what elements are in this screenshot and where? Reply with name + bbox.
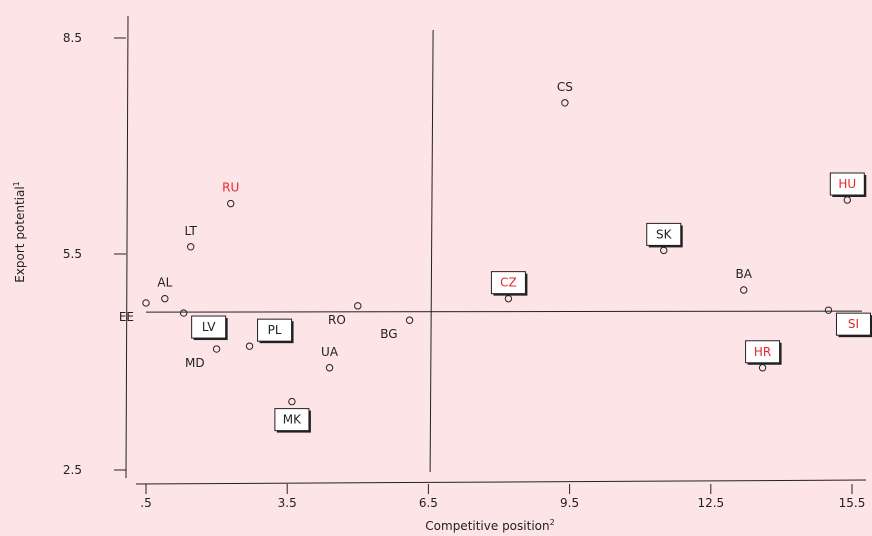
x-tick-label: 3.5 — [278, 496, 297, 510]
point-label-lt: LT — [185, 224, 198, 238]
y-tick-label: 2.5 — [63, 463, 82, 477]
point-marker-ru — [227, 199, 235, 208]
x-axis-title-superscript: 2 — [550, 518, 555, 527]
point-label-mk: MK — [283, 413, 302, 427]
point-marker-md — [212, 345, 221, 353]
point-marker-pl — [245, 342, 254, 350]
y-axis-title: Export potential1 — [12, 181, 27, 283]
x-tick-label: .5 — [140, 496, 151, 510]
axes: 2.5 5.5 8.5 .5 3.5 6.5 9.5 12.5 15.5 — [63, 15, 867, 510]
point-label-al: AL — [157, 276, 172, 290]
x-tick-label: 6.5 — [419, 496, 438, 510]
point-label-si: SI — [848, 317, 859, 331]
y-axis-line — [125, 15, 129, 479]
x-tick-label: 15.5 — [839, 496, 866, 510]
point-label-sk: SK — [656, 227, 673, 241]
label-box — [490, 271, 526, 295]
y-tick-label: 5.5 — [63, 247, 82, 261]
x-axis-title: Competitive position2 — [425, 518, 554, 533]
data-points: CS HU SK RU LT AL EE LV MD PL RO BG UA MK CZ BA SI HR — [119, 80, 872, 433]
point-label-ua: UA — [321, 345, 339, 359]
x-axis-line — [135, 479, 867, 485]
x-tick-label: 12.5 — [697, 496, 724, 510]
point-marker-lv — [179, 309, 188, 317]
label-box — [745, 340, 781, 364]
point-label-ee: EE — [119, 310, 134, 324]
reference-lines — [145, 29, 863, 473]
point-marker-cs — [561, 99, 569, 107]
point-label-hr: HR — [754, 345, 771, 359]
label-box — [191, 315, 227, 339]
point-marker-sk — [660, 246, 668, 255]
point-marker-hu — [843, 196, 851, 204]
label-box — [274, 408, 310, 432]
point-marker-al — [161, 294, 169, 303]
point-label-md: MD — [185, 356, 205, 370]
point-marker-bg — [405, 316, 414, 324]
point-marker-cz — [504, 294, 513, 303]
point-marker-hr — [758, 364, 767, 372]
x-tick-label: 9.5 — [560, 496, 579, 510]
horizontal-reference-line — [145, 310, 863, 313]
label-box — [646, 222, 682, 246]
point-label-bg: BG — [380, 327, 397, 341]
point-label-cs: CS — [557, 80, 573, 94]
vertical-reference-line — [429, 29, 434, 473]
point-marker-mk — [288, 397, 296, 406]
y-axis-title-text: Export potential — [13, 186, 27, 282]
point-marker-ro — [354, 302, 362, 310]
label-box — [835, 312, 871, 336]
point-label-ru: RU — [222, 181, 239, 195]
point-marker-lt — [187, 243, 195, 251]
point-label-cz: CZ — [500, 276, 517, 290]
point-label-hu: HU — [838, 177, 856, 191]
y-axis-title-superscript: 1 — [12, 181, 21, 186]
point-label-ba: BA — [736, 267, 753, 281]
x-axis-title-text: Competitive position — [425, 519, 549, 533]
point-label-ro: RO — [328, 313, 346, 327]
point-marker-ua — [325, 364, 334, 372]
point-marker-ba — [740, 286, 748, 294]
y-tick-label: 8.5 — [63, 31, 82, 45]
label-box — [257, 318, 293, 342]
label-box — [829, 172, 865, 196]
point-label-lv: LV — [202, 320, 216, 334]
point-marker-si — [824, 306, 833, 314]
point-label-pl: PL — [268, 323, 282, 337]
point-marker-ee — [142, 299, 150, 307]
